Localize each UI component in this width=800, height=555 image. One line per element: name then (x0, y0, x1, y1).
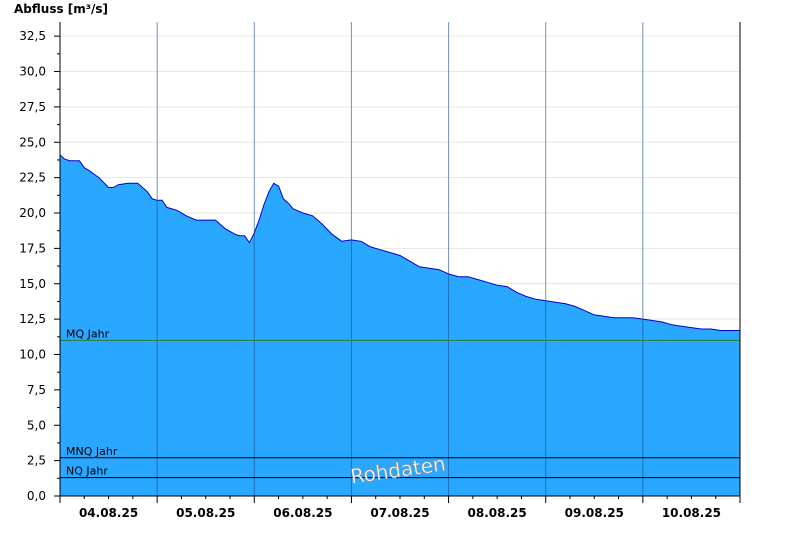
y-tick-label: 17,5 (19, 241, 46, 255)
y-tick-label: 15,0 (19, 277, 46, 291)
x-tick-label: 04.08.25 (79, 506, 138, 520)
x-tick-label: 06.08.25 (273, 506, 332, 520)
y-tick-label: 22,5 (19, 171, 46, 185)
day-separators (156, 22, 644, 496)
y-tick-label: 20,0 (19, 206, 46, 220)
y-tick-labels: 0,0 2,5 5,0 7,5 10,0 12,5 15,0 17,5 20,0 22,5 25,0… (19, 29, 46, 503)
reference-lines: MQ Jahr MNQ Jahr NQ Jahr (60, 327, 740, 479)
x-tick-labels: 04.08.25 05.08.25 06.08.25 07.08.25 08.08.25… (79, 506, 721, 520)
x-tick-label: 10.08.25 (662, 506, 721, 520)
y-tick-label: 2,5 (27, 454, 46, 468)
x-tick-label: 09.08.25 (565, 506, 624, 520)
axes (54, 22, 741, 503)
y-axis-label: Abfluss [m³/s] (14, 2, 108, 16)
x-tick-label: 08.08.25 (468, 506, 527, 520)
y-tick-label: 27,5 (19, 100, 46, 114)
reference-line-label: NQ Jahr (66, 465, 108, 478)
y-tick-label: 7,5 (27, 383, 46, 397)
series-line (59, 154, 740, 331)
y-tick-label: 5,0 (27, 418, 46, 432)
y-tick-label: 12,5 (19, 312, 46, 326)
area-fill (60, 155, 740, 496)
y-tick-label: 25,0 (19, 135, 46, 149)
x-tick-label: 05.08.25 (176, 506, 235, 520)
reference-line-label: MQ Jahr (66, 327, 110, 340)
y-tick-label: 0,0 (27, 489, 46, 503)
y-tick-label: 30,0 (19, 65, 46, 79)
discharge-area (59, 154, 740, 496)
reference-line-label: MNQ Jahr (66, 445, 118, 458)
y-tick-label: 10,0 (19, 348, 46, 362)
x-tick-label: 07.08.25 (370, 506, 429, 520)
y-tick-label: 32,5 (19, 29, 46, 43)
